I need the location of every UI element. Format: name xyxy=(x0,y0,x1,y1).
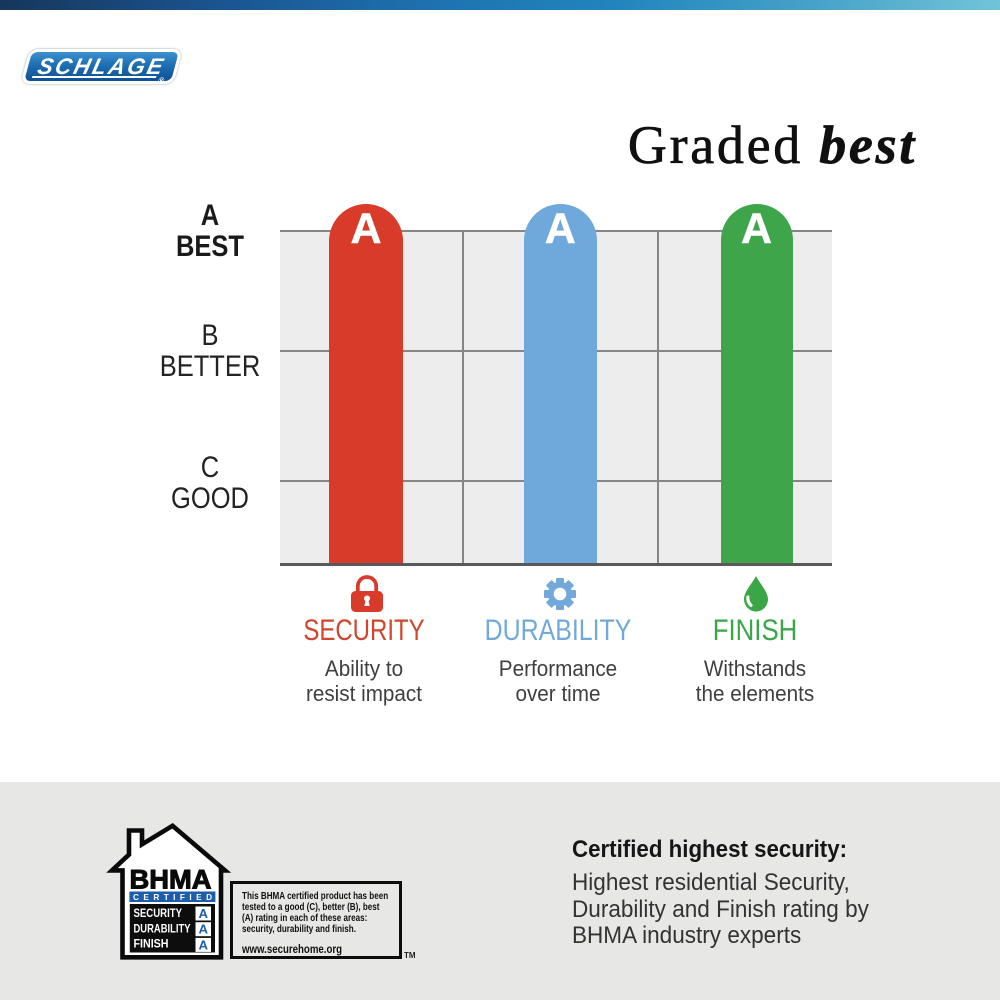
svg-text:FINISH: FINISH xyxy=(134,939,169,951)
svg-text:CERTIFIED: CERTIFIED xyxy=(133,893,212,902)
svg-text:DURABILITY: DURABILITY xyxy=(134,924,191,936)
svg-text:A: A xyxy=(199,906,209,921)
svg-text:A: A xyxy=(199,922,209,937)
svg-text:A: A xyxy=(199,937,209,952)
svg-text:BHMA: BHMA xyxy=(130,865,212,895)
svg-text:SECURITY: SECURITY xyxy=(134,908,183,920)
